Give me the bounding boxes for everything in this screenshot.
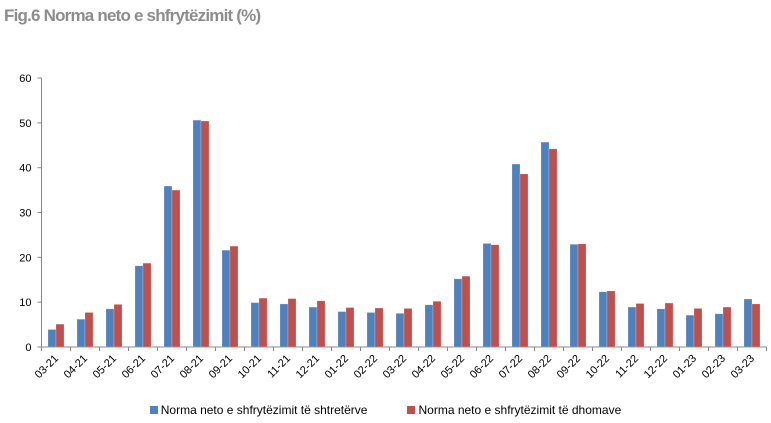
bar-rooms xyxy=(548,148,558,348)
x-tick-label: 11-21 xyxy=(265,353,293,381)
bar-beds xyxy=(337,311,347,348)
bar-rooms xyxy=(635,303,645,348)
x-tick-label: 07-21 xyxy=(149,353,177,381)
y-tick-label: 40 xyxy=(19,163,31,175)
bar-rooms xyxy=(374,307,384,348)
x-tick-label: 12-21 xyxy=(294,353,322,381)
bar-rooms xyxy=(345,307,355,348)
bar-beds xyxy=(163,185,173,348)
x-tick-label: 10-21 xyxy=(236,353,264,381)
x-tick-label: 06-21 xyxy=(120,353,148,381)
bar-beds xyxy=(598,291,608,348)
bar-rooms xyxy=(751,303,761,348)
bar-beds xyxy=(569,244,579,348)
bar-rooms xyxy=(432,301,442,348)
x-tick-label: 09-22 xyxy=(555,353,583,381)
x-tick-label: 08-22 xyxy=(526,353,554,381)
bar-beds xyxy=(482,243,492,348)
bar-beds xyxy=(47,329,57,348)
bar-rooms xyxy=(113,304,123,348)
bar-beds xyxy=(424,304,434,348)
bar-beds xyxy=(685,314,695,348)
bar-rooms xyxy=(693,308,703,348)
bar-rooms xyxy=(403,308,413,348)
bar-beds xyxy=(76,318,86,348)
y-tick-label: 20 xyxy=(19,252,31,264)
bar-rooms xyxy=(171,189,181,348)
bar-beds xyxy=(395,313,405,348)
x-tick-label: 03-21 xyxy=(33,353,61,381)
legend-label-rooms: Norma neto e shfrytëzimit të dhomave xyxy=(418,403,622,417)
y-tick-label: 0 xyxy=(25,342,31,354)
legend-item-beds: Norma neto e shfrytëzimit të shtretërve xyxy=(149,403,368,417)
legend-swatch-beds xyxy=(149,406,158,414)
chart-title: Fig.6 Norma neto e shfrytëzimit (%) xyxy=(4,6,261,25)
legend-label-beds: Norma neto e shfrytëzimit të shtretërve xyxy=(160,403,368,417)
bar-beds xyxy=(105,308,115,348)
x-tick-label: 04-21 xyxy=(62,353,90,381)
bar-rooms xyxy=(519,173,529,348)
y-tick-label: 30 xyxy=(19,208,31,220)
x-tick-label: 03-23 xyxy=(729,353,757,381)
y-tick-label: 10 xyxy=(19,297,31,309)
bar-beds xyxy=(250,302,260,348)
x-tick-label: 12-22 xyxy=(642,353,670,381)
bar-beds xyxy=(656,308,666,348)
x-tick-label: 01-22 xyxy=(323,353,351,381)
bar-beds xyxy=(511,163,521,348)
y-tick-label: 60 xyxy=(19,73,31,85)
bar-beds xyxy=(453,278,463,348)
x-tick-label: 02-22 xyxy=(352,353,380,381)
x-tick-label: 06-22 xyxy=(468,353,496,381)
x-tick-label: 02-23 xyxy=(700,353,728,381)
bar-beds xyxy=(540,141,550,348)
bar-rooms xyxy=(577,243,587,348)
bar-rooms xyxy=(461,275,471,348)
bar-beds xyxy=(714,313,724,348)
bar-beds xyxy=(308,306,318,348)
legend: Norma neto e shfrytëzimit të shtretërve … xyxy=(0,403,771,417)
bar-rooms xyxy=(55,323,65,348)
bar-beds xyxy=(743,298,753,348)
bar-rooms xyxy=(490,244,500,348)
bar-rooms xyxy=(200,120,210,348)
bar-beds xyxy=(279,303,289,348)
legend-swatch-rooms xyxy=(407,406,416,414)
x-tick-label: 05-22 xyxy=(439,353,467,381)
bar-rooms xyxy=(606,290,616,348)
x-tick-label: 09-21 xyxy=(207,353,235,381)
bar-beds xyxy=(366,312,376,348)
bar-rooms xyxy=(287,298,297,348)
x-tick-label: 11-22 xyxy=(613,353,641,381)
bar-beds xyxy=(192,119,202,348)
bar-beds xyxy=(627,306,637,348)
x-tick-label: 01-23 xyxy=(671,353,699,381)
x-tick-label: 07-22 xyxy=(497,353,525,381)
bar-rooms xyxy=(258,297,268,348)
bar-rooms xyxy=(84,312,94,348)
bar-beds xyxy=(221,249,231,348)
x-tick-label: 05-21 xyxy=(91,353,119,381)
bar-rooms xyxy=(316,300,326,348)
x-tick-label: 08-21 xyxy=(178,353,206,381)
bar-rooms xyxy=(664,302,674,348)
bar-beds xyxy=(134,265,144,348)
x-tick-label: 10-22 xyxy=(584,353,612,381)
y-tick-label: 50 xyxy=(19,118,31,130)
bar-rooms xyxy=(722,306,732,348)
x-tick-label: 03-22 xyxy=(381,353,409,381)
bar-rooms xyxy=(142,262,152,348)
bar-rooms xyxy=(229,245,239,348)
legend-item-rooms: Norma neto e shfrytëzimit të dhomave xyxy=(407,403,621,417)
x-tick-label: 04-22 xyxy=(410,353,438,381)
